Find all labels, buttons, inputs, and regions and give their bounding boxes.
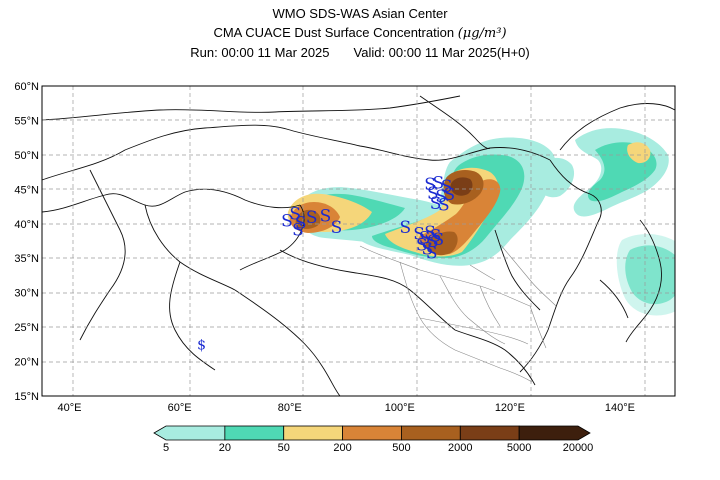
colorbar-segment — [153, 425, 226, 441]
colorbar-label: 2000 — [448, 442, 473, 454]
dust-event-marker: S — [432, 173, 444, 193]
lat-tick-label: 20°N — [14, 357, 39, 369]
colorbar-segment — [459, 425, 520, 441]
title-line1: WMO SDS-WAS Asian Center — [272, 6, 448, 21]
haze-marker: $ — [197, 337, 206, 353]
map-title: WMO SDS-WAS Asian Center CMA CUACE Dust … — [0, 4, 720, 62]
dust-event-marker: S — [416, 235, 428, 255]
dust-region-mongolia-north — [535, 157, 575, 198]
dust-event-marker: S — [435, 187, 447, 207]
lat-tick-label: 25°N — [14, 322, 39, 334]
dust-event-marker: S — [424, 175, 436, 195]
valid-time: Valid: 00:00 11 Mar 2025(H+0) — [353, 45, 530, 60]
dust-event-marker: S — [413, 224, 425, 244]
dust-event-marker: S — [289, 204, 301, 224]
dust-event-marker: S — [426, 244, 438, 264]
dust-event-marker: S — [430, 194, 442, 214]
colorbar — [153, 425, 591, 441]
title-line2: CMA CUACE Dust Surface Concentration (μg… — [0, 23, 720, 43]
lat-tick-label: 15°N — [14, 391, 39, 403]
lat-tick-label: 35°N — [14, 253, 39, 265]
dust-event-marker: S — [432, 230, 444, 250]
colorbar-segment — [342, 425, 402, 441]
lon-tick-label: 120°E — [495, 402, 525, 414]
colorbar-label: 5 — [162, 442, 170, 454]
dust-event-marker: S — [438, 195, 450, 215]
run-valid-row: Run: 00:00 11 Mar 2025 Valid: 00:00 11 Ma… — [0, 43, 720, 62]
dust-region-northeast-high — [627, 142, 651, 164]
colorbar-segment — [283, 425, 343, 441]
dust-event-marker: S — [399, 218, 411, 238]
dust-event-marker: S — [443, 185, 455, 205]
dust-event-marker: S — [419, 229, 431, 249]
colorbar-label: 200 — [333, 442, 352, 454]
lat-tick-label: 45°N — [14, 184, 39, 196]
lon-tick-label: 60°E — [168, 402, 192, 414]
title-unit: (μg/m³) — [457, 26, 507, 41]
dust-event-marker: S — [292, 220, 304, 240]
latitude-labels: 60°N 55°N 50°N 45°N 40°N 35°N 30°N 25°N 20°N 15°N — [14, 81, 39, 403]
dust-event-marker: S — [430, 226, 442, 246]
lat-tick-label: 55°N — [14, 115, 39, 127]
dust-event-marker: S — [331, 218, 343, 238]
dust-event-marker: S — [281, 211, 293, 231]
dust-region-gobi-dark — [450, 177, 473, 196]
map-frame — [41, 85, 676, 397]
dust-event-marker: S — [306, 208, 318, 228]
lat-tick-label: 60°N — [14, 81, 39, 93]
dust-event-marker: S — [421, 240, 433, 260]
dust-event-marker: S — [320, 207, 332, 227]
colorbar-segment — [518, 425, 591, 441]
dust-event-marker: S — [424, 223, 436, 243]
dust-event-marker: S — [427, 232, 439, 252]
longitude-labels: 40°E 60°E 80°E 100°E 120°E 140°E — [58, 402, 635, 414]
map-gridlines — [42, 86, 675, 396]
country-borders — [42, 95, 675, 396]
dust-event-marker: S — [427, 184, 439, 204]
colorbar-label: 5000 — [506, 442, 532, 454]
run-time: Run: 00:00 11 Mar 2025 — [190, 45, 330, 60]
title-product: CMA CUACE Dust Surface Concentration — [213, 25, 455, 40]
lon-tick-label: 100°E — [385, 402, 415, 414]
dust-event-marker: S — [295, 213, 307, 233]
dust-region-gobi-peak2 — [425, 231, 458, 256]
lon-tick-label: 140°E — [605, 402, 635, 414]
colorbar-segment — [224, 425, 285, 441]
colorbar-label: 20000 — [562, 442, 594, 454]
colorbar-label: 500 — [392, 442, 411, 454]
lon-tick-label: 80°E — [278, 402, 302, 414]
lat-tick-label: 50°N — [14, 150, 39, 162]
lat-tick-label: 30°N — [14, 288, 39, 300]
colorbar-label: 50 — [277, 442, 290, 454]
lat-tick-label: 40°N — [14, 219, 39, 231]
dust-region-japan-low — [616, 234, 675, 316]
colorbar-label: 20 — [218, 442, 231, 454]
colorbar-segment — [401, 425, 461, 441]
lon-tick-label: 40°E — [58, 402, 82, 414]
dust-event-marker: S — [441, 177, 453, 197]
